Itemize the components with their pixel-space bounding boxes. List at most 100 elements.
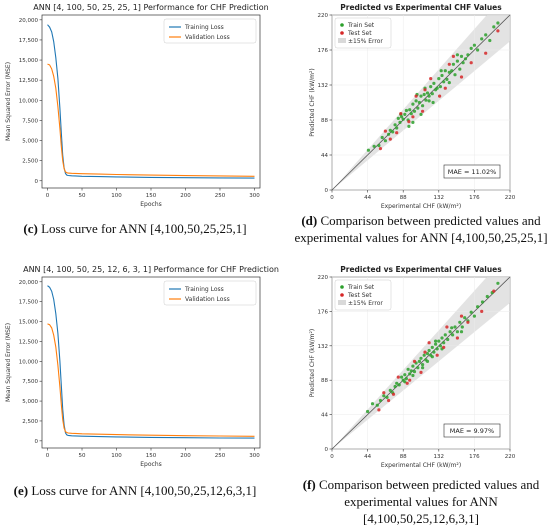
train-point (425, 359, 430, 363)
y-tick-label: 7,500 (22, 379, 38, 385)
caption-d-letter: (d) (301, 213, 318, 228)
legend-label: ±15% Error (348, 38, 383, 45)
test-point (435, 353, 439, 357)
legend-marker (340, 293, 344, 297)
caption-c-text: Loss curve for ANN [4,100,50,25,25,1] (37, 221, 247, 236)
train-point (427, 94, 431, 98)
caption-d-text: Comparison between predicted values and … (294, 213, 548, 245)
train-point (472, 43, 476, 47)
y-tick-label: 12,500 (19, 78, 39, 84)
test-point (408, 378, 412, 382)
train-point (403, 380, 407, 384)
x-tick-label: 50 (79, 193, 86, 199)
train-point (440, 73, 444, 78)
scatter-chart-d-svg: 00 44 44 88 88 132 132 176 176 220 220 Predicted vs… (309, 3, 516, 210)
x-tick-label: 132 (434, 195, 445, 201)
x-tick-label: 100 (111, 453, 122, 459)
train-point (397, 383, 401, 387)
test-point (421, 109, 425, 113)
x-tick-label: 300 (249, 453, 260, 459)
legend-box (334, 17, 392, 49)
train-point (492, 25, 496, 29)
train-point (463, 316, 467, 320)
x-tick-label: 300 (249, 193, 260, 199)
train-point (453, 325, 457, 329)
legend-box (334, 279, 392, 311)
chart-title: Predicted vs Experimental CHF Values (340, 3, 502, 12)
x-tick-label: 150 (146, 453, 157, 459)
legend-marker (340, 285, 344, 289)
train-point (395, 381, 399, 385)
chart-title: Predicted vs Experimental CHF Values (340, 265, 502, 274)
x-axis-label: Experimental CHF (kW/m²) (381, 462, 461, 469)
train-point (419, 112, 423, 116)
x-tick-label: 200 (180, 453, 191, 459)
train-point (427, 99, 431, 103)
legend-label: ±15% Error (348, 300, 383, 307)
y-tick-label: 44 (321, 153, 328, 159)
loss-chart-e: 0 50 100 150 200 250 300 0 2,500 5,000 7,500 10,000… (0, 262, 279, 474)
legend-marker (340, 23, 344, 27)
y-axis-label: Mean Squared Error (MSE) (5, 62, 12, 141)
x-tick-label: 0 (46, 193, 50, 199)
train-point (445, 77, 449, 81)
y-tick-label: 132 (318, 83, 329, 89)
train-point (430, 345, 434, 349)
legend-label: Train Set (347, 22, 375, 29)
test-point (387, 398, 391, 403)
train-point (434, 339, 438, 343)
y-tick-label: 5,000 (22, 399, 38, 405)
y-tick-label: 5,000 (22, 139, 38, 145)
y-tick-label: 7,500 (22, 118, 38, 124)
train-point (424, 98, 428, 102)
train-point (370, 402, 375, 406)
x-tick-label: 44 (364, 195, 371, 201)
train-point (427, 348, 431, 353)
x-tick-label: 0 (330, 454, 334, 460)
y-axis-label: Mean Squared Error (MSE) (5, 323, 12, 402)
train-point (393, 123, 397, 127)
series-line (47, 285, 255, 439)
x-tick-label: 176 (469, 454, 480, 460)
caption-e-letter: (e) (13, 483, 29, 498)
train-point (419, 94, 423, 98)
train-point (411, 120, 415, 124)
train-point (442, 341, 446, 345)
caption-f-letter: (f) (302, 477, 316, 492)
train-point (447, 81, 451, 85)
legend-label: Test Set (347, 30, 372, 37)
test-point (407, 120, 411, 124)
train-point (395, 126, 399, 130)
train-point (404, 108, 408, 113)
train-point (383, 139, 387, 143)
test-point (395, 131, 399, 135)
y-tick-label: 176 (318, 48, 329, 54)
mae-label: MAE = 9.97% (450, 427, 494, 435)
ideal-line (331, 14, 511, 191)
legend-label: Train Set (347, 284, 375, 291)
y-tick-label: 88 (321, 378, 328, 384)
train-point (461, 61, 465, 65)
train-point (455, 53, 459, 57)
y-tick-label: 15,000 (19, 320, 39, 326)
train-point (469, 310, 473, 314)
train-point (446, 337, 450, 342)
y-tick-label: 15,000 (19, 58, 39, 64)
train-point (380, 135, 384, 140)
train-point (466, 53, 470, 57)
test-point (447, 62, 451, 66)
legend-label: Validation Loss (185, 296, 230, 303)
train-point (430, 355, 434, 359)
test-point (399, 112, 403, 116)
train-point (460, 325, 464, 329)
train-point (417, 359, 421, 363)
train-point (450, 69, 454, 73)
y-tick-label: 220 (318, 13, 329, 19)
test-point (414, 94, 418, 98)
train-point (455, 59, 459, 63)
train-point (388, 128, 392, 132)
x-axis-label: Epochs (140, 461, 162, 468)
train-point (450, 326, 454, 330)
train-point (421, 104, 425, 108)
train-point (443, 333, 447, 337)
